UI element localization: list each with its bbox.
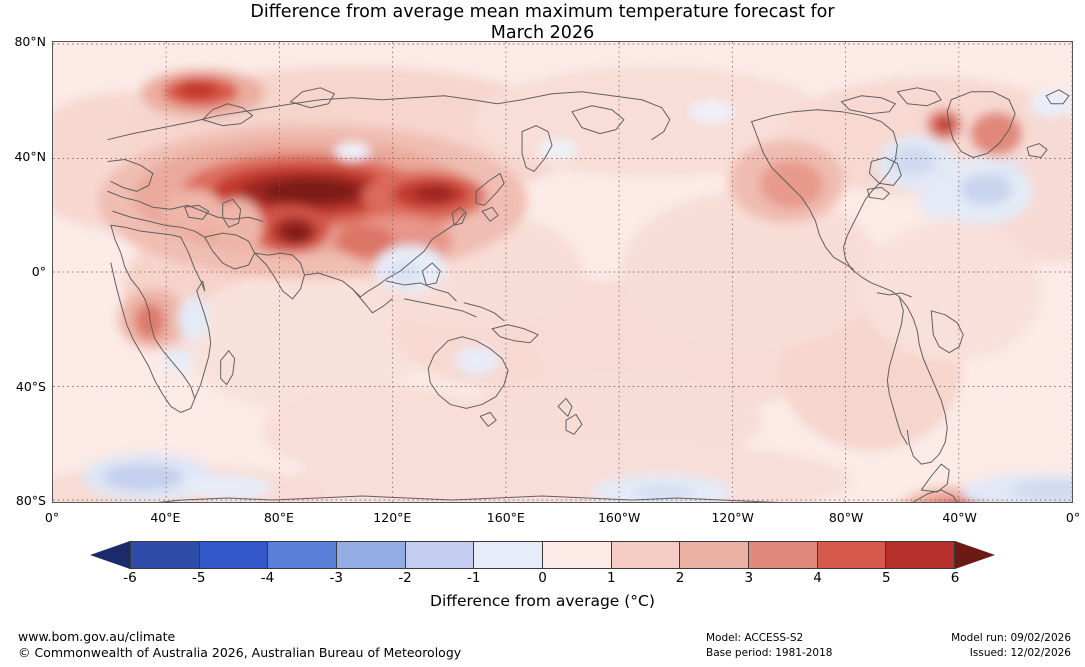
x-tick-label-120e: 120°E: [373, 510, 412, 525]
colorbar-band-10: [817, 542, 887, 568]
footer-website: www.bom.gov.au/climate: [18, 629, 176, 644]
footer-model: Model: ACCESS-S2: [706, 632, 804, 644]
y-tick-label-40s: 40°S: [15, 379, 46, 394]
colorbar-label: Difference from average (°C): [430, 592, 655, 610]
x-tick-label-0e: 0°: [44, 510, 60, 525]
colorbar-band-7: [611, 542, 681, 568]
x-tick-label-80e: 80°E: [263, 510, 294, 525]
x-tick-label-120w: 120°W: [711, 510, 754, 525]
footer-copyright: © Commonwealth of Australia 2026, Austra…: [18, 645, 462, 660]
colorbar-tick-4: 4: [813, 570, 822, 586]
page-title: Difference from average mean maximum tem…: [0, 0, 1085, 44]
colorbar-tick-1: 1: [606, 570, 616, 586]
colorbar-tick-neg2: -2: [398, 570, 412, 586]
footer-run-info: Model run: 09/02/2026 Issued: 12/02/2026: [951, 631, 1071, 661]
footer-model-run: Model run: 09/02/2026: [951, 632, 1071, 644]
x-tick-label-0e-right: 0°: [1065, 510, 1081, 525]
colorbar-band-1: [199, 542, 269, 568]
colorbar-band-4: [405, 542, 475, 568]
colorbar-tick-3: 3: [744, 570, 754, 586]
y-tick-label-40n: 40°N: [14, 149, 46, 164]
x-tick-label-160e: 160°E: [486, 510, 525, 525]
colorbar: -6 -5 -4 -3 -2 -1 0 1 2 3 4 5 6: [0, 541, 1085, 586]
colorbar-tick-neg6: -6: [123, 570, 137, 586]
colorbar-tick-5: 5: [881, 570, 891, 586]
title-line-2: March 2026: [490, 23, 595, 43]
footer-model-info: Model: ACCESS-S2 Base period: 1981-2018: [706, 631, 832, 661]
colorbar-band-0: [131, 542, 200, 568]
x-tick-label-40w: 40°W: [942, 510, 977, 525]
y-tick-label-80s: 80°S: [15, 493, 46, 508]
colorbar-tick-neg5: -5: [192, 570, 206, 586]
colorbar-band-3: [337, 542, 406, 568]
footer-issued: Issued: 12/02/2026: [969, 647, 1071, 659]
colorbar-bands: [130, 541, 955, 569]
colorbar-high-extend-arrow: [955, 541, 995, 569]
colorbar-tick-neg4: -4: [260, 570, 275, 586]
footer-left: www.bom.gov.au/climate © Commonwealth of…: [18, 629, 461, 661]
x-tick-label-40e: 40°E: [150, 510, 181, 525]
colorbar-tick-neg1: -1: [467, 570, 481, 586]
x-tick-label-80w: 80°W: [828, 510, 864, 525]
y-tick-label-0: 0°: [31, 264, 46, 279]
colorbar-band-2: [268, 542, 338, 568]
colorbar-band-9: [749, 542, 818, 568]
colorbar-tick-2: 2: [675, 570, 685, 586]
colorbar-tick-6: 6: [950, 570, 960, 586]
colorbar-band-11: [886, 542, 955, 568]
x-tick-label-160w: 160°W: [597, 510, 641, 525]
footer-base-period: Base period: 1981-2018: [706, 647, 833, 659]
map-plot-area: [52, 41, 1073, 503]
temperature-anomaly-map: [53, 42, 1072, 502]
colorbar-tick-0: 0: [538, 570, 547, 586]
y-tick-label-80n: 80°N: [14, 34, 46, 49]
colorbar-band-5: [474, 542, 544, 568]
colorbar-low-extend-arrow: [90, 541, 130, 569]
colorbar-band-8: [680, 542, 750, 568]
title-line-1: Difference from average mean maximum tem…: [250, 2, 835, 22]
colorbar-tick-neg3: -3: [329, 570, 343, 586]
colorbar-band-6: [543, 542, 612, 568]
